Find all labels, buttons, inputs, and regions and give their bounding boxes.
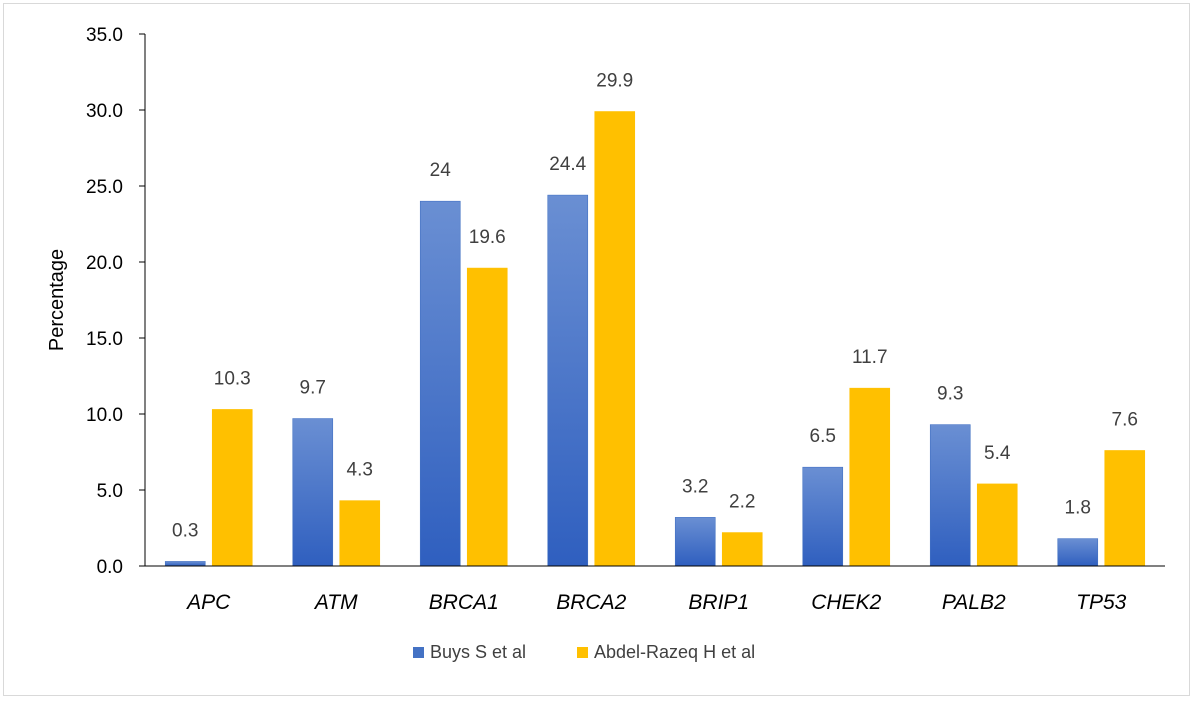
data-label: 24.4 [549,154,586,175]
data-label: 0.3 [172,520,198,541]
data-label: 1.8 [1065,498,1091,519]
bar-buys-brip1 [674,517,716,567]
x-axis: APC ATM BRCA1 BRCA2 BRIP1 CHEK2 PALB2 TP53 [145,565,1165,614]
legend-swatch [413,647,424,658]
x-category-label: ATM [313,591,358,614]
legend-label: Buys S et al [430,642,526,662]
bar-abdel-razeq-brca2 [594,111,636,567]
legend: Buys S et al Abdel-Razeq H et al [413,642,755,662]
x-category-label: TP53 [1076,591,1127,614]
bar-abdel-razeq-brip1 [721,532,763,567]
y-tick-label: 25.0 [86,177,123,198]
data-label: 6.5 [810,426,836,447]
y-tick-label: 20.0 [86,253,123,274]
x-category-label: BRCA1 [429,591,499,614]
data-label: 7.6 [1112,409,1138,430]
x-category-label: PALB2 [942,591,1006,614]
x-category-label: APC [185,591,231,614]
y-tick-label: 10.0 [86,405,123,426]
data-labels: 0.3 10.3 9.7 4.3 24 19.6 24.4 29.9 3.2 2.2 6.5 11.7… [172,71,1138,542]
bar-abdel-razeq-chek2 [849,387,891,567]
bar-buys-chek2 [802,466,844,567]
data-label: 5.4 [984,443,1011,464]
bar-abdel-razeq-tp53 [1104,450,1146,567]
bar-buys-tp53 [1057,538,1099,567]
bar-abdel-razeq-atm [339,500,381,567]
y-axis: 0.0 5.0 10.0 15.0 20.0 25.0 30.0 35.0 [86,25,146,578]
data-label: 3.2 [682,476,708,497]
data-label: 9.3 [937,384,963,405]
x-category-label: BRCA2 [556,591,626,614]
data-label: 2.2 [729,492,755,513]
bar-buys-palb2 [929,424,971,567]
y-tick-label: 0.0 [97,557,123,578]
bar-abdel-razeq-palb2 [976,483,1018,567]
data-label: 10.3 [214,368,251,389]
bar-abdel-razeq-brca1 [466,267,508,567]
data-label: 29.9 [596,71,633,92]
data-label: 4.3 [347,460,373,481]
data-label: 24 [430,160,452,181]
data-label: 19.6 [469,227,506,248]
y-tick-label: 15.0 [86,329,123,350]
bar-abdel-razeq-apc [211,409,253,567]
y-tick-label: 35.0 [86,25,123,46]
bar-buys-atm [292,418,334,567]
y-axis-title: Percentage [46,249,68,351]
data-label: 9.7 [300,378,326,399]
x-category-label: CHEK2 [811,591,881,614]
bar-buys-brca1 [419,200,461,567]
data-label: 11.7 [852,347,888,368]
legend-swatch [577,647,588,658]
bar-buys-apc [164,561,206,567]
legend-label: Abdel-Razeq H et al [594,642,755,662]
bar-buys-brca2 [547,194,589,567]
bars [164,111,1146,567]
y-tick-label: 5.0 [97,481,123,502]
y-tick-label: 30.0 [86,101,123,122]
x-category-label: BRIP1 [688,591,749,614]
